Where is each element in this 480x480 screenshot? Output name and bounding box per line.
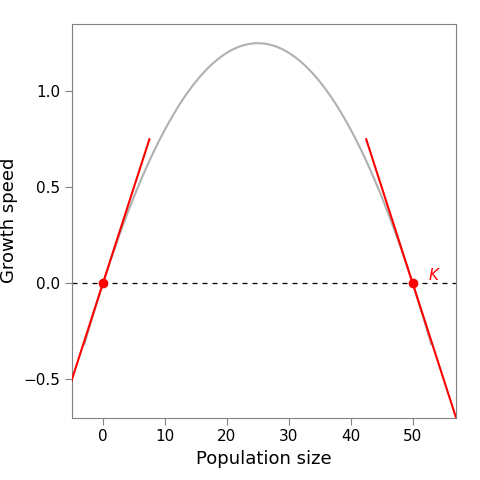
Text: K: K [428,268,438,283]
Y-axis label: Growth speed: Growth speed [0,158,18,284]
X-axis label: Population size: Population size [196,450,332,468]
